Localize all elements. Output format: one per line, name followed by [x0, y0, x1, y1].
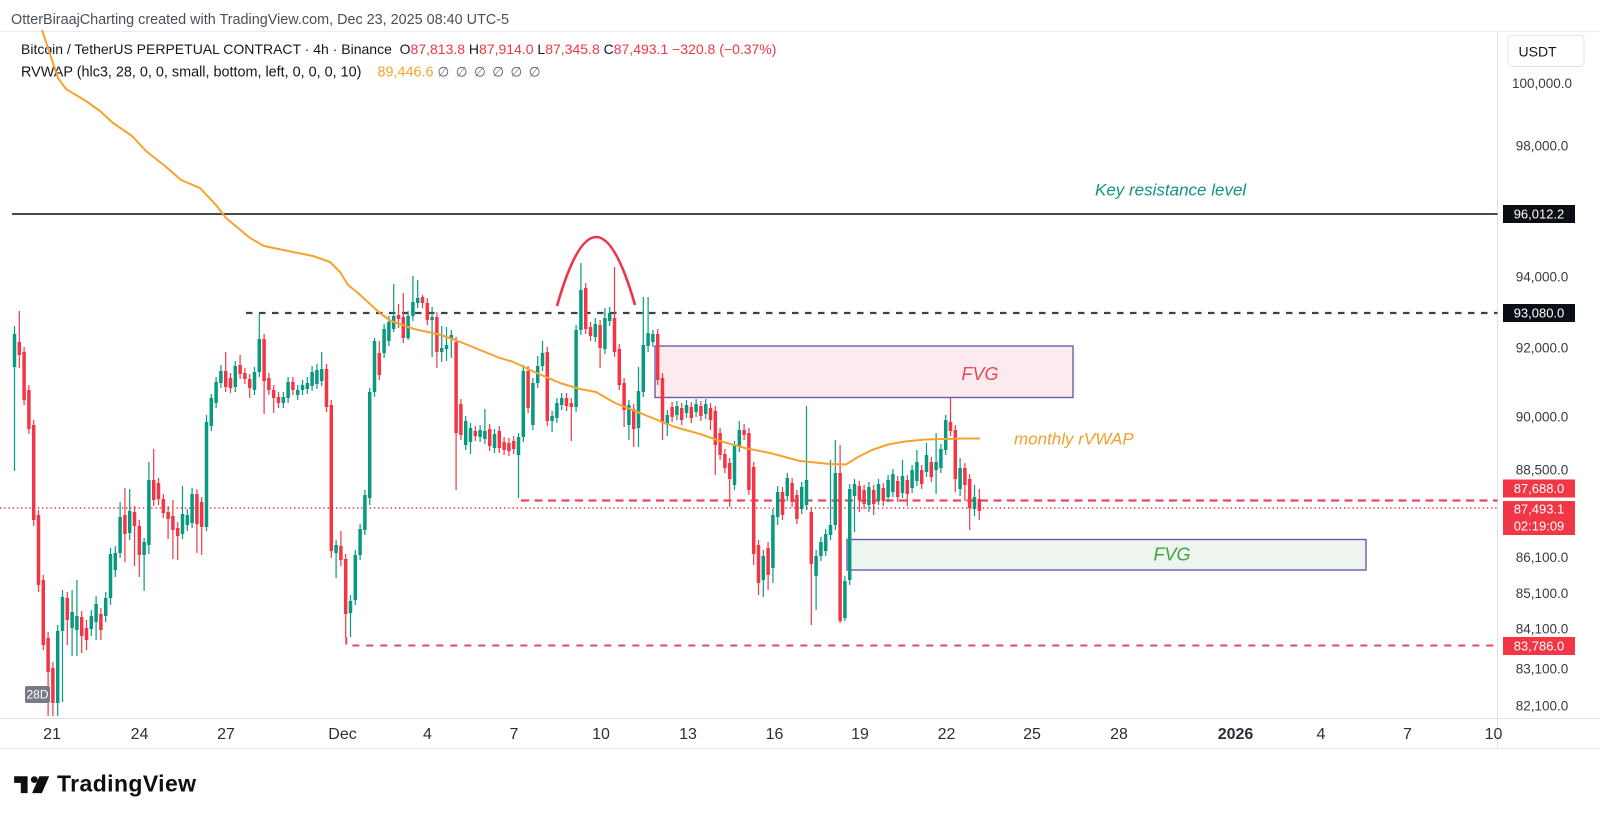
svg-text:90,000.0: 90,000.0 [1516, 410, 1569, 425]
svg-text:19: 19 [851, 726, 869, 743]
svg-text:25: 25 [1023, 726, 1041, 743]
svg-text:85,100.0: 85,100.0 [1516, 586, 1569, 601]
svg-text:02:19:09: 02:19:09 [1514, 519, 1565, 534]
svg-text:10: 10 [1485, 726, 1503, 743]
svg-text:Bitcoin / TetherUS PERPETUAL C: Bitcoin / TetherUS PERPETUAL CONTRACT · … [21, 41, 776, 57]
svg-text:96,012.2: 96,012.2 [1514, 207, 1565, 222]
svg-text:22: 22 [938, 726, 956, 743]
svg-text:83,100.0: 83,100.0 [1516, 662, 1569, 677]
svg-text:87,493.1: 87,493.1 [1514, 502, 1565, 517]
svg-text:Dec: Dec [328, 726, 356, 743]
svg-text:84,100.0: 84,100.0 [1516, 622, 1569, 637]
svg-text:92,000.0: 92,000.0 [1516, 341, 1569, 356]
svg-text:88,500.0: 88,500.0 [1516, 463, 1569, 478]
svg-text:93,080.0: 93,080.0 [1514, 306, 1565, 321]
svg-text:13: 13 [679, 726, 697, 743]
svg-text:2026: 2026 [1218, 726, 1254, 743]
svg-text:87,688.0: 87,688.0 [1514, 481, 1565, 496]
svg-text:4: 4 [1317, 726, 1326, 743]
svg-text:monthly rVWAP: monthly rVWAP [1014, 430, 1134, 449]
svg-text:USDT: USDT [1519, 44, 1558, 60]
svg-text:28: 28 [1110, 726, 1128, 743]
svg-text:TradingView: TradingView [57, 771, 196, 797]
svg-text:16: 16 [766, 726, 784, 743]
svg-text:FVG: FVG [961, 364, 998, 384]
svg-text:94,000.0: 94,000.0 [1516, 270, 1569, 285]
svg-text:RVWAP (hlc3, 28, 0, 0, small,: RVWAP (hlc3, 28, 0, 0, small, bottom, le… [21, 65, 547, 81]
svg-text:10: 10 [592, 726, 610, 743]
svg-text:86,100.0: 86,100.0 [1516, 550, 1569, 565]
svg-text:7: 7 [1403, 726, 1412, 743]
svg-text:OtterBiraajCharting created wi: OtterBiraajCharting created with Trading… [11, 12, 509, 28]
svg-text:98,000.0: 98,000.0 [1516, 139, 1569, 154]
svg-text:Key resistance level: Key resistance level [1095, 181, 1247, 200]
svg-text:7: 7 [510, 726, 519, 743]
svg-text:28D: 28D [26, 688, 48, 702]
svg-text:83,786.0: 83,786.0 [1514, 639, 1565, 654]
svg-text:4: 4 [423, 726, 432, 743]
svg-text:24: 24 [131, 726, 149, 743]
svg-text:21: 21 [43, 726, 61, 743]
svg-text:FVG: FVG [1153, 545, 1190, 565]
svg-text:82,100.0: 82,100.0 [1516, 699, 1569, 714]
svg-text:27: 27 [217, 726, 235, 743]
svg-text:100,000.0: 100,000.0 [1512, 76, 1572, 91]
